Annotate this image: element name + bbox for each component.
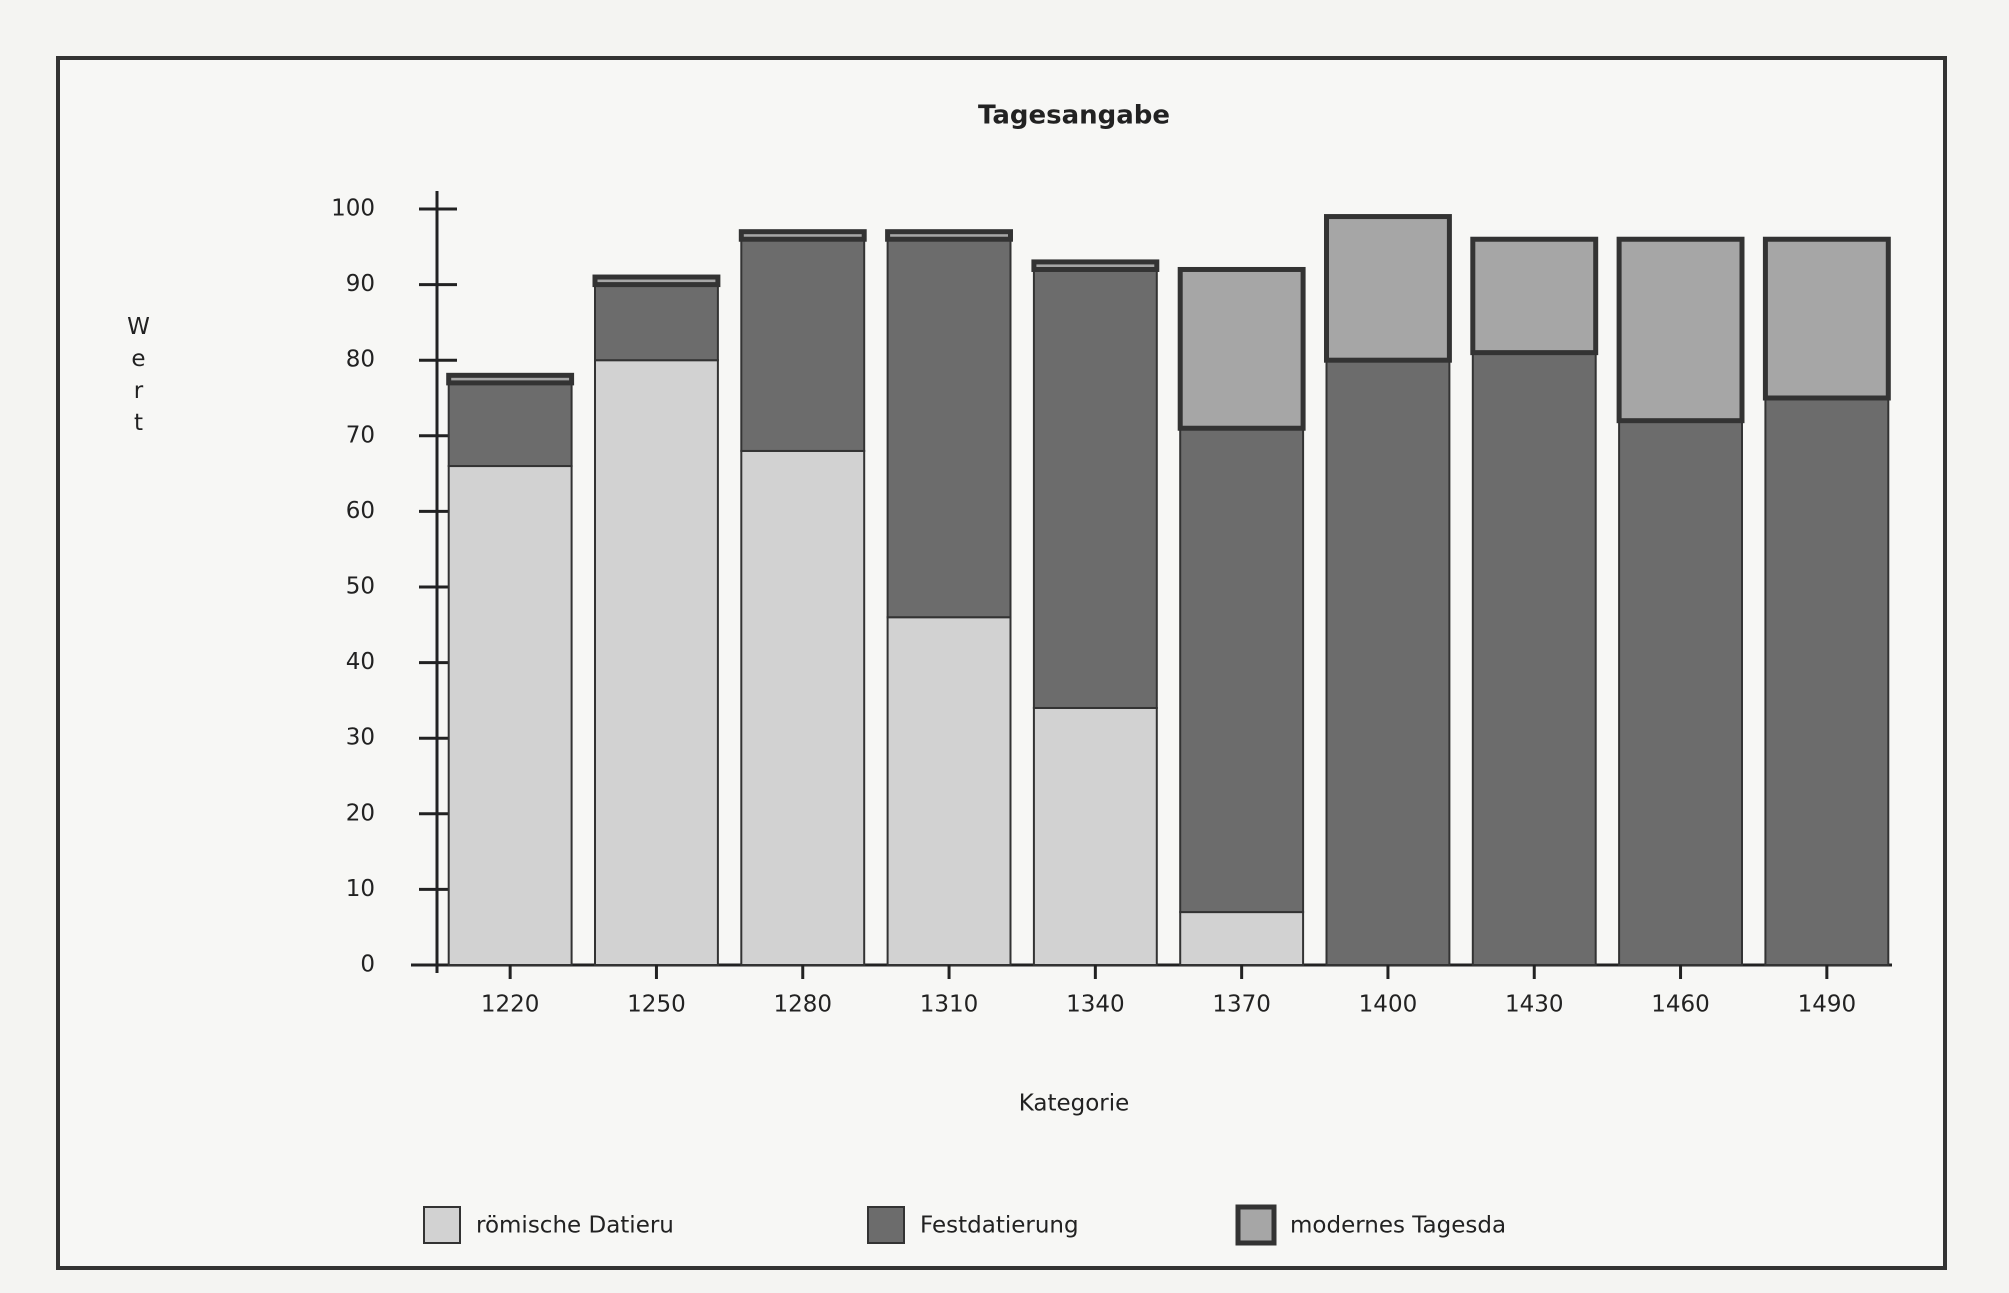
legend-label: modernes Tagesda — [1290, 1213, 1506, 1239]
legend-swatch — [867, 1206, 905, 1244]
y-tick-label: 60 — [346, 498, 375, 524]
bar-segment — [1762, 236, 1891, 401]
bar-segment — [886, 616, 1012, 966]
x-tick-label: 1220 — [481, 992, 540, 1018]
y-tick-label: 0 — [360, 952, 375, 978]
x-tick-label: 1490 — [1798, 992, 1857, 1018]
x-tick-label: 1280 — [773, 992, 832, 1018]
bar-segment — [592, 274, 721, 288]
legend-swatch — [1235, 1204, 1277, 1246]
bar-segment — [1470, 236, 1599, 356]
y-tick-label: 20 — [346, 800, 375, 826]
bar-segment — [1618, 419, 1743, 966]
bar-segment — [1032, 706, 1158, 967]
bar-segment — [446, 372, 575, 386]
bar-segment — [1324, 214, 1452, 363]
y-tick-label: 30 — [346, 725, 375, 751]
legend-label: Festdatierung — [920, 1213, 1079, 1239]
y-tick-label: 50 — [346, 574, 375, 600]
x-tick-label: 1430 — [1505, 992, 1564, 1018]
x-tick-label: 1400 — [1359, 992, 1418, 1018]
bar-segment — [885, 229, 1013, 242]
x-tick-label: 1370 — [1212, 992, 1271, 1018]
legend-swatch — [423, 1206, 461, 1244]
bar-segment — [1177, 266, 1306, 431]
bar-segment — [886, 238, 1012, 619]
y-tick-label: 40 — [346, 649, 375, 675]
x-tick-label: 1310 — [920, 992, 979, 1018]
y-tick-label: 80 — [346, 347, 375, 373]
bar-segment — [1471, 351, 1597, 966]
bar-segment — [594, 359, 719, 966]
y-tick-label: 100 — [331, 196, 375, 222]
y-tick-label: 90 — [346, 271, 375, 297]
bar-segment — [1031, 259, 1160, 272]
bar-segment — [1179, 427, 1305, 914]
bar-segment — [1179, 911, 1305, 967]
bar-segment — [1325, 359, 1451, 966]
bar-segment — [1764, 397, 1890, 966]
bar-segment — [1032, 268, 1158, 709]
x-tick-label: 1250 — [627, 992, 686, 1018]
x-tick-label: 1460 — [1651, 992, 1710, 1018]
chart-title: Tagesangabe — [978, 101, 1170, 131]
x-tick-label: 1340 — [1066, 992, 1125, 1018]
bar-segment — [594, 283, 719, 362]
y-axis-label: Wert — [126, 314, 152, 442]
bar-segment — [740, 238, 866, 452]
legend-label: römische Datieru — [476, 1213, 674, 1239]
bar-segment — [447, 465, 573, 966]
y-tick-label: 70 — [346, 422, 375, 448]
bar-segment — [738, 229, 867, 242]
bar-segment — [740, 449, 866, 967]
bar-segment — [447, 381, 573, 468]
bar-segment — [1616, 236, 1745, 424]
y-tick-label: 10 — [346, 876, 375, 902]
x-axis-label: Kategorie — [1019, 1091, 1130, 1117]
